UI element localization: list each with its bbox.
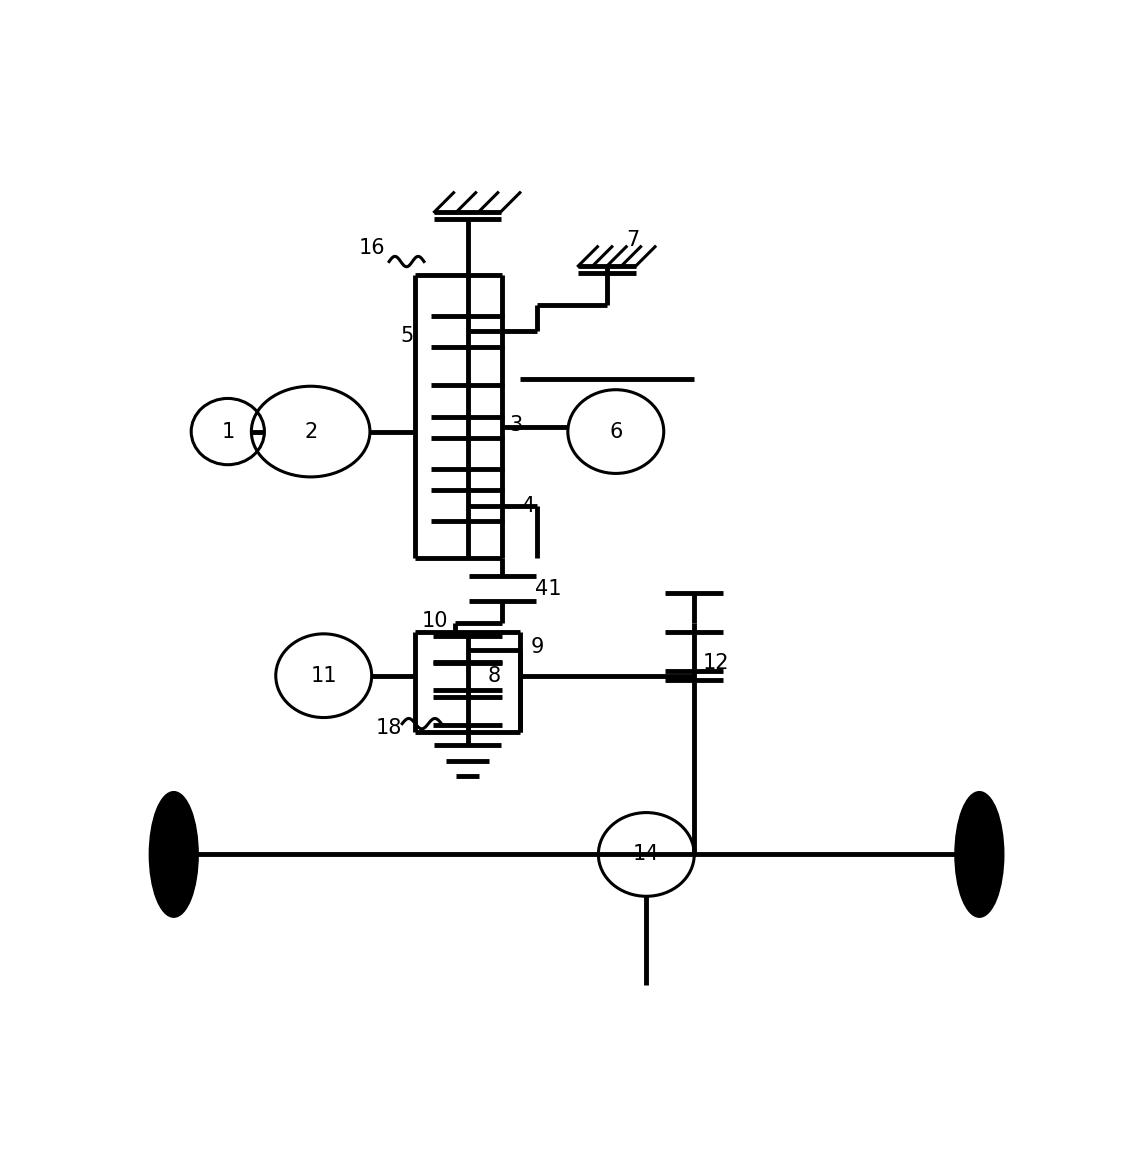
- Text: 4: 4: [522, 495, 536, 515]
- Text: 6: 6: [609, 421, 622, 441]
- Ellipse shape: [955, 791, 1004, 917]
- Text: 5: 5: [399, 325, 413, 345]
- Text: 11: 11: [310, 666, 337, 686]
- Text: 3: 3: [508, 416, 522, 436]
- Text: 1: 1: [222, 421, 234, 441]
- Text: 10: 10: [422, 610, 449, 630]
- Text: 18: 18: [376, 718, 403, 738]
- Text: 2: 2: [304, 421, 317, 441]
- Text: 41: 41: [536, 579, 561, 599]
- Ellipse shape: [150, 791, 198, 917]
- Text: 14: 14: [633, 844, 659, 864]
- Text: 7: 7: [627, 230, 640, 250]
- Text: 8: 8: [487, 666, 501, 686]
- Text: 12: 12: [703, 653, 729, 673]
- Text: 16: 16: [359, 238, 385, 258]
- Text: 9: 9: [531, 637, 544, 657]
